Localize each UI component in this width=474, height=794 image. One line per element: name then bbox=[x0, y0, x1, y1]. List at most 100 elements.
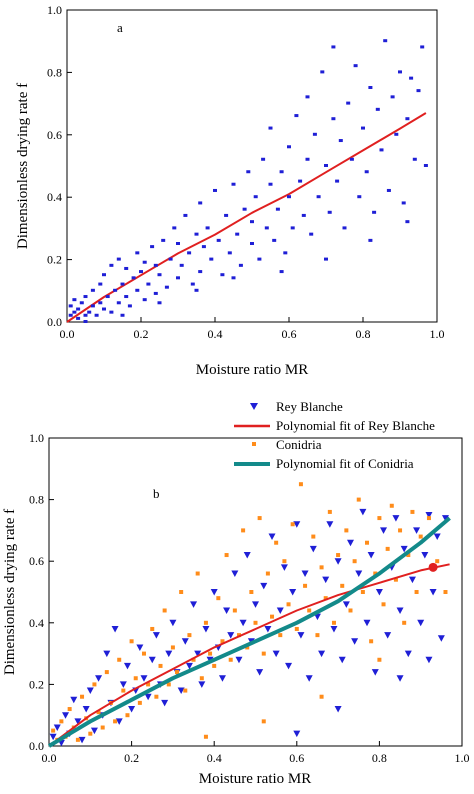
chart-b-point-1 bbox=[352, 559, 357, 564]
chart-b-point-0 bbox=[243, 552, 251, 559]
chart-b-point-1 bbox=[426, 516, 431, 521]
chart-a-point-0 bbox=[172, 226, 177, 230]
chart-b-point-0 bbox=[425, 512, 433, 519]
chart-b-point-0 bbox=[384, 632, 392, 639]
chart-b-point-0 bbox=[115, 718, 123, 725]
chart-a-point-0 bbox=[76, 316, 81, 320]
chart-a-point-0 bbox=[116, 257, 121, 261]
chart-b-point-0 bbox=[326, 521, 334, 528]
chart-b-point-1 bbox=[183, 688, 188, 693]
chart-a-x-tick-label: 0.4 bbox=[208, 327, 223, 341]
chart-a-point-0 bbox=[124, 295, 129, 299]
chart-a-point-0 bbox=[231, 182, 236, 186]
chart-b-point-1 bbox=[220, 639, 225, 644]
chart-b-point-0 bbox=[152, 632, 160, 639]
chart-b-point-1 bbox=[344, 528, 349, 533]
chart-a-point-0 bbox=[201, 245, 206, 249]
chart-b-point-1 bbox=[274, 540, 279, 545]
chart-a-point-0 bbox=[105, 295, 110, 299]
chart-a-point-0 bbox=[83, 320, 88, 323]
chart-b-point-0 bbox=[260, 582, 268, 590]
chart-a-point-0 bbox=[250, 220, 254, 224]
chart-a-point-0 bbox=[79, 301, 84, 305]
chart-b-point-1 bbox=[389, 503, 394, 508]
chart-a-point-0 bbox=[320, 70, 325, 74]
chart-a-point-0 bbox=[235, 232, 240, 236]
chart-b-point-1 bbox=[356, 497, 361, 502]
chart-a-point-0 bbox=[68, 304, 73, 308]
chart-b-point-0 bbox=[111, 625, 119, 633]
chart-a-point-0 bbox=[253, 195, 258, 199]
chart-a-point-0 bbox=[187, 251, 192, 255]
chart-b-point-0 bbox=[346, 539, 354, 547]
chart-a-point-0 bbox=[90, 288, 95, 292]
chart-b-panel-label: b bbox=[153, 486, 160, 501]
chart-b-point-0 bbox=[404, 650, 412, 658]
chart-b-point-1 bbox=[331, 620, 336, 625]
chart-a-point-0 bbox=[98, 301, 103, 305]
chart-b-point-0 bbox=[268, 533, 276, 541]
chart-b-point-0 bbox=[161, 699, 169, 707]
chart-b-point-0 bbox=[301, 570, 309, 578]
chart-a-point-0 bbox=[238, 263, 243, 267]
chart-a-point-0 bbox=[375, 107, 380, 111]
chart-b-point-1 bbox=[327, 509, 332, 514]
chart-b-point-1 bbox=[59, 719, 64, 724]
chart-b-point-1 bbox=[179, 590, 184, 594]
chart-b-point-0 bbox=[392, 515, 400, 522]
chart-a-x-tick-label: 0.8 bbox=[356, 327, 371, 341]
chart-b-point-0 bbox=[309, 545, 317, 553]
chart-a-point-0 bbox=[257, 257, 262, 261]
chart-b-point-0 bbox=[380, 527, 388, 534]
chart-a-point-0 bbox=[342, 226, 347, 230]
chart-b-point-0 bbox=[239, 619, 247, 627]
chart-a-point-0 bbox=[264, 226, 269, 230]
chart-a-point-0 bbox=[283, 251, 288, 255]
chart-b-point-1 bbox=[232, 608, 237, 613]
chart-b-x-tick-label: 0.4 bbox=[207, 751, 222, 765]
chart-b-point-1 bbox=[166, 682, 171, 687]
chart-b-point-0 bbox=[227, 632, 235, 639]
chart-b-point-1 bbox=[315, 633, 320, 638]
chart-b-point-0 bbox=[144, 693, 152, 701]
chart-a-point-0 bbox=[364, 170, 369, 174]
chart-b-point-1 bbox=[75, 737, 80, 742]
chart-b-point-1 bbox=[216, 596, 221, 601]
chart-a-point-0 bbox=[268, 182, 273, 186]
chart-b-point-0 bbox=[86, 687, 94, 695]
chart-b-point-0 bbox=[334, 706, 342, 713]
chart-b-point-0 bbox=[297, 632, 305, 639]
chart-b-point-0 bbox=[433, 533, 441, 541]
chart-b-y-tick-label: 0.8 bbox=[29, 493, 44, 507]
chart-a-point-0 bbox=[76, 307, 81, 311]
chart-a-point-0 bbox=[153, 263, 158, 267]
chart-b-point-1 bbox=[418, 534, 423, 539]
chart-b-point-0 bbox=[252, 601, 259, 608]
chart-a-point-0 bbox=[139, 270, 143, 274]
chart-b-point-1 bbox=[133, 676, 138, 681]
chart-b-point-0 bbox=[136, 644, 144, 651]
chart-a-x-tick-label: 0.0 bbox=[60, 327, 75, 341]
chart-a-point-0 bbox=[331, 45, 336, 49]
chart-a-point-0 bbox=[368, 238, 373, 242]
chart-a-point-0 bbox=[150, 245, 155, 249]
chart-b-point-1 bbox=[241, 528, 246, 533]
legend-entry-label: Polynomial fit of Conidria bbox=[276, 456, 414, 471]
chart-b-point-1 bbox=[402, 620, 407, 625]
chart-a-point-0 bbox=[298, 179, 303, 183]
chart-a-point-0 bbox=[120, 282, 125, 286]
chart-b-y-tick-label: 0.6 bbox=[29, 554, 44, 568]
chart-b-x-tick-label: 0.6 bbox=[289, 751, 304, 765]
chart-b-point-0 bbox=[82, 706, 90, 713]
legend-swatch-triangle bbox=[250, 403, 258, 410]
chart-b-point-0 bbox=[351, 638, 359, 645]
chart-b-point-0 bbox=[123, 662, 131, 670]
chart-a-point-0 bbox=[213, 188, 217, 192]
chart-b-point-1 bbox=[100, 725, 105, 730]
chart-b-point-0 bbox=[437, 635, 445, 642]
chart-a-point-0 bbox=[261, 157, 266, 161]
chart-b-point-0 bbox=[313, 613, 321, 621]
chart-a-point-0 bbox=[383, 39, 388, 43]
chart-a-point-0 bbox=[272, 238, 277, 242]
chart-b-point-1 bbox=[303, 583, 308, 588]
